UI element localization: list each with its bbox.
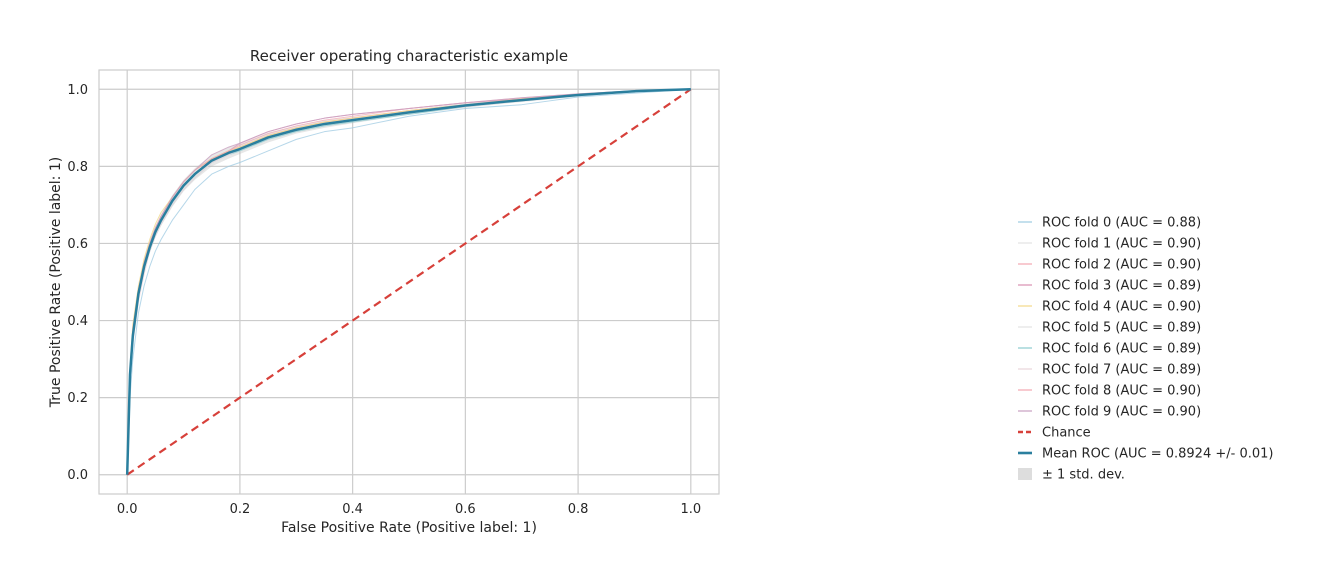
y-tick-label: 0.8	[67, 160, 88, 175]
legend-label-1: ROC fold 1 (AUC = 0.90)	[1042, 237, 1201, 252]
series-layer	[125, 88, 692, 476]
y-tick-label: 0.6	[67, 237, 88, 252]
chart-title: Receiver operating characteristic exampl…	[250, 47, 568, 65]
legend-swatch-std-band	[1018, 468, 1032, 480]
y-tick-label: 0.2	[67, 391, 88, 406]
legend-label-std-band: ± 1 std. dev.	[1042, 468, 1125, 483]
y-tick-labels: 0.0 0.2 0.4 0.6 0.8 1.0	[67, 83, 88, 483]
legend-label-8: ROC fold 8 (AUC = 0.90)	[1042, 384, 1201, 399]
legend-label-3: ROC fold 3 (AUC = 0.89)	[1042, 279, 1201, 294]
legend-label-2: ROC fold 2 (AUC = 0.90)	[1042, 258, 1201, 273]
legend-label-10: Chance	[1042, 426, 1091, 441]
y-tick-label: 1.0	[67, 83, 88, 98]
x-axis-label: False Positive Rate (Positive label: 1)	[281, 520, 537, 536]
x-tick-label: 0.4	[342, 502, 363, 517]
x-tick-labels: 0.0 0.2 0.4 0.6 0.8 1.0	[117, 502, 701, 517]
legend-label-5: ROC fold 5 (AUC = 0.89)	[1042, 321, 1201, 336]
legend: ROC fold 0 (AUC = 0.88) ROC fold 1 (AUC =…	[1018, 216, 1273, 483]
legend-label-4: ROC fold 4 (AUC = 0.90)	[1042, 300, 1201, 315]
legend-label-9: ROC fold 9 (AUC = 0.90)	[1042, 405, 1201, 420]
x-tick-label: 0.2	[230, 502, 251, 517]
y-tick-label: 0.0	[67, 468, 88, 483]
x-tick-label: 0.6	[455, 502, 476, 517]
series-line-0	[126, 88, 691, 475]
y-axis-label: True Positive Rate (Positive label: 1)	[48, 157, 64, 408]
series-line-10	[126, 88, 692, 476]
legend-label-7: ROC fold 7 (AUC = 0.89)	[1042, 363, 1201, 378]
legend-label-0: ROC fold 0 (AUC = 0.88)	[1042, 216, 1201, 231]
y-tick-label: 0.4	[67, 314, 88, 329]
legend-label-11: Mean ROC (AUC = 0.8924 +/- 0.01)	[1042, 447, 1273, 462]
x-tick-label: 0.0	[117, 502, 138, 517]
series-line-11	[125, 88, 691, 475]
plot-area-frame	[98, 69, 720, 495]
x-tick-label: 0.8	[568, 502, 589, 517]
x-tick-label: 1.0	[680, 502, 701, 517]
legend-label-6: ROC fold 6 (AUC = 0.89)	[1042, 342, 1201, 357]
grid	[99, 70, 719, 494]
